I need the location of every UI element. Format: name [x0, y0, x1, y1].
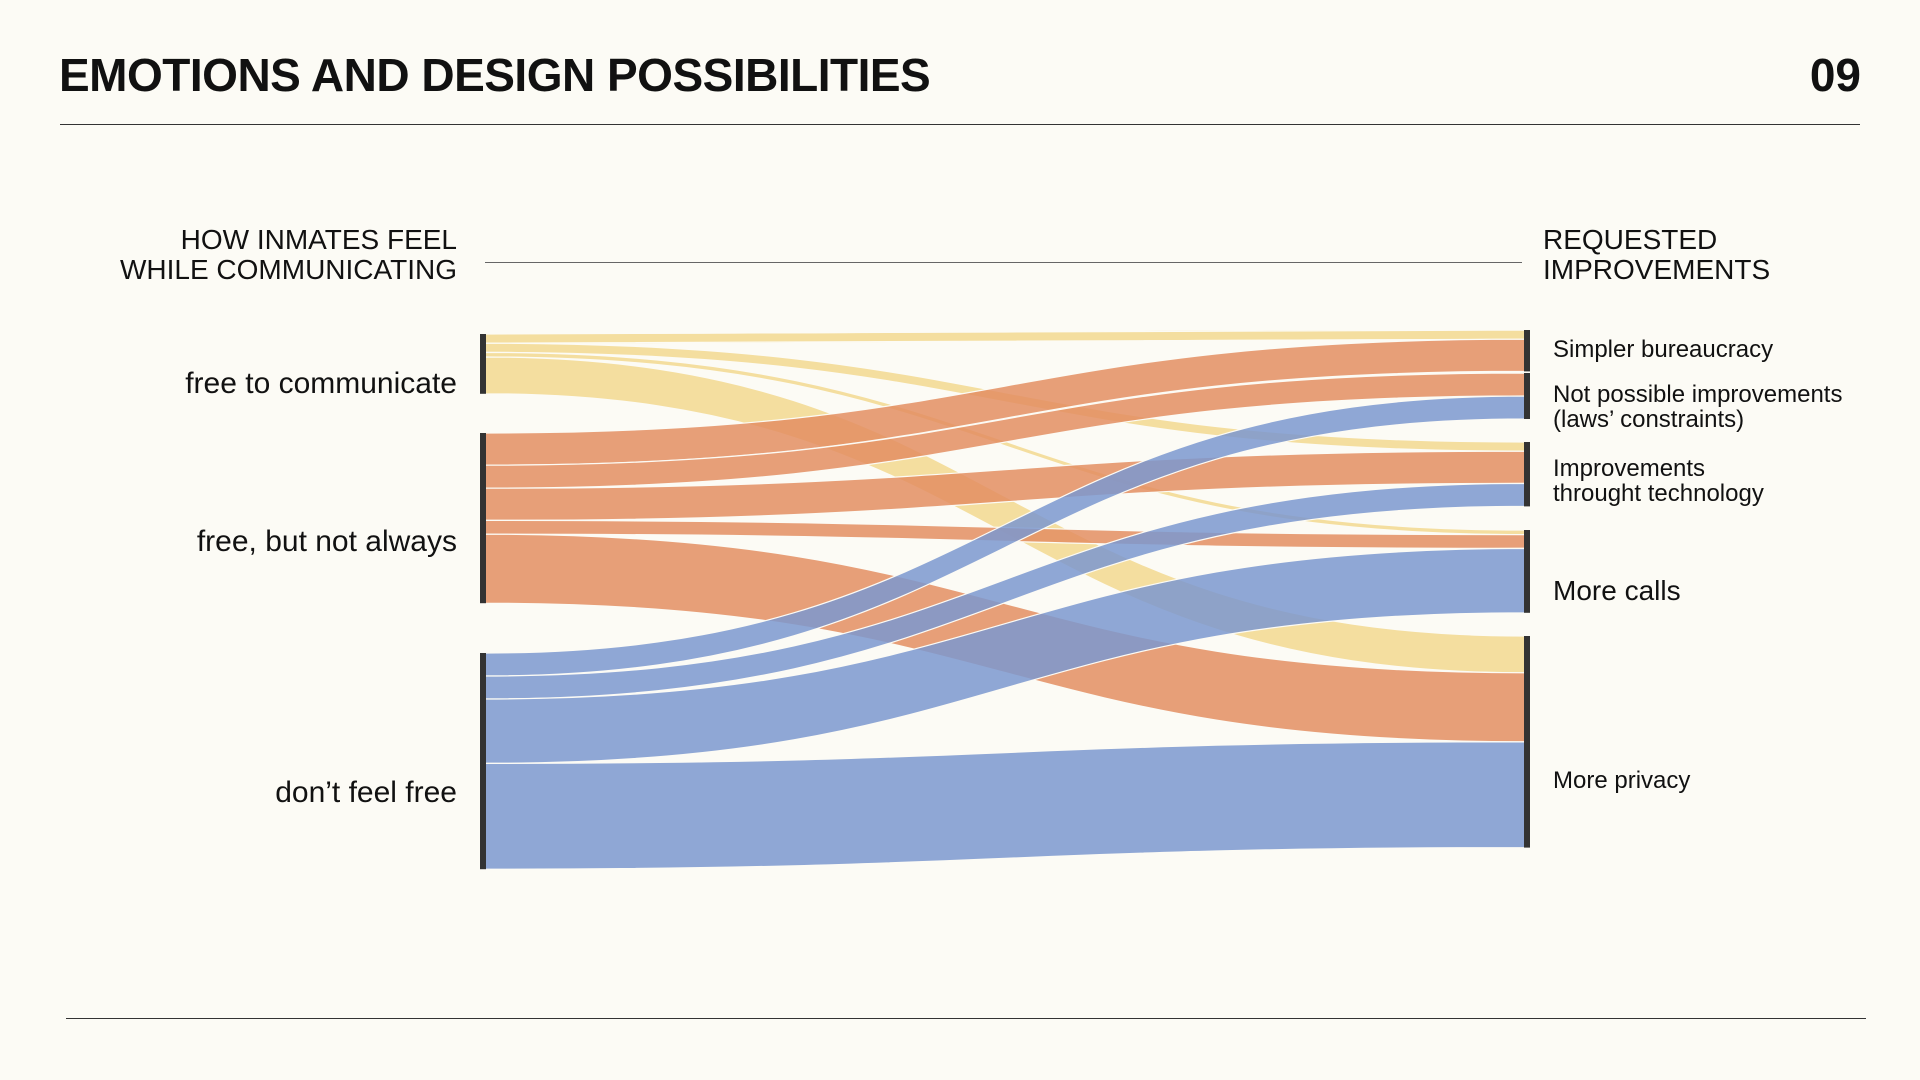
source-node-partial [480, 433, 486, 604]
target-node-bureau [1524, 330, 1530, 372]
target-node-calls [1524, 530, 1530, 613]
target-node-tech [1524, 442, 1530, 507]
target-label-privacy: More privacy [1553, 768, 1690, 793]
target-label-tech: Improvements throught technology [1553, 456, 1764, 506]
flow-notfree-to-privacy [484, 741, 1526, 870]
target-label-calls: More calls [1553, 575, 1681, 606]
flow-free-to-bureau [484, 329, 1526, 344]
target-node-privacy [1524, 636, 1530, 848]
target-label-bureau: Simpler bureaucracy [1553, 337, 1773, 362]
target-label-tech-line-1: Improvements [1553, 455, 1706, 482]
source-node-free [480, 334, 486, 394]
source-label-free: free to communicate [185, 367, 457, 400]
left-column-heading: HOW INMATES FEEL WHILE COMMUNICATING [120, 225, 457, 285]
target-label-tech-line-2: throught technology [1553, 480, 1764, 507]
right-heading-line-2: IMPROVEMENTS [1543, 254, 1771, 285]
target-label-bureau-line-1: Simpler bureaucracy [1553, 336, 1774, 363]
source-node-notfree [480, 653, 486, 870]
page-title: EMOTIONS AND DESIGN POSSIBILITIES [59, 49, 931, 101]
heading-connector-line [485, 262, 1522, 263]
source-label-notfree: don’t feel free [275, 776, 457, 809]
target-label-privacy-line-1: More privacy [1553, 767, 1691, 794]
target-label-laws-line-1: Not possible improvements [1553, 381, 1843, 408]
target-label-laws: Not possible improvements (laws’ constra… [1553, 382, 1842, 432]
target-label-laws-line-2: (laws’ constraints) [1553, 406, 1745, 433]
header-divider [60, 124, 1860, 125]
right-heading-line-1: REQUESTED [1543, 224, 1718, 255]
right-column-heading: REQUESTED IMPROVEMENTS [1543, 225, 1770, 285]
footer-divider [66, 1018, 1866, 1019]
left-heading-line-2: WHILE COMMUNICATING [119, 254, 457, 285]
target-label-calls-line-1: More calls [1553, 575, 1681, 606]
source-label-partial: free, but not always [196, 525, 457, 558]
left-heading-line-1: HOW INMATES FEEL [180, 224, 457, 255]
page-number: 09 [1809, 49, 1861, 101]
target-node-laws [1524, 373, 1530, 419]
